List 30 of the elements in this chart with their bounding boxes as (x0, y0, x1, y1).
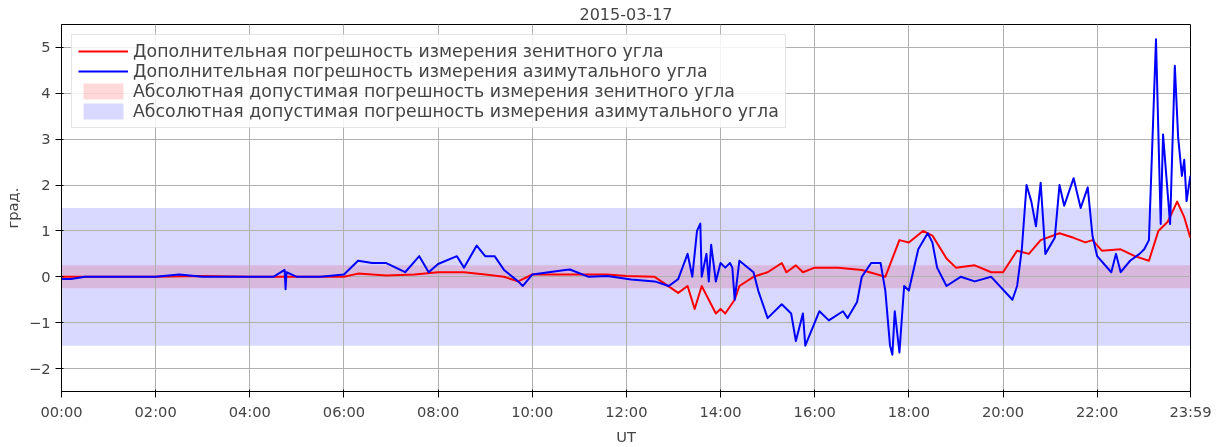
legend-label: Дополнительная погрешность измерения азимутального угла (133, 61, 708, 81)
x-tick-label: 08:00 (416, 402, 460, 420)
legend-label: Абсолютная допустимая погрешность измерения азимутального угла (133, 101, 779, 121)
y-tick-label: 0 (41, 267, 51, 285)
line-series (61, 200, 1191, 315)
x-tick-label: 10:00 (511, 402, 554, 420)
y-tick-label: 1 (41, 221, 51, 239)
y-tick-label: 5 (41, 38, 51, 56)
y-tick-label: 2 (41, 176, 51, 194)
x-tick-label: 22:00 (1076, 402, 1119, 420)
y-tick-label: 4 (41, 84, 51, 102)
x-tick-label: 14:00 (699, 402, 742, 420)
x-tick-label: 00:00 (40, 402, 83, 420)
chart-title: 2015-03-17 (579, 4, 673, 24)
x-axis-title: UT (616, 427, 636, 445)
x-tick-label: 02:00 (134, 402, 177, 420)
legend-label: Абсолютная допустимая погрешность измерения зенитного угла (133, 81, 735, 101)
line-series (61, 38, 1191, 356)
x-tick-label: 16:00 (793, 402, 836, 420)
x-tick-label: 18:00 (887, 402, 930, 420)
y-tick-label: 3 (41, 130, 51, 148)
x-tick-label: 06:00 (322, 402, 366, 420)
x-tick-label: 04:00 (228, 402, 271, 420)
x-tick-label: 12:00 (605, 402, 648, 420)
x-tick-label: 23:59 (1169, 402, 1212, 420)
y-tick-label: −1 (28, 313, 51, 331)
legend-label: Дополнительная погрешность измерения зенитного угла (133, 41, 664, 61)
y-axis-title: град. (3, 187, 21, 229)
x-tick-label: 20:00 (981, 402, 1025, 420)
y-tick-label: −2 (28, 359, 51, 377)
